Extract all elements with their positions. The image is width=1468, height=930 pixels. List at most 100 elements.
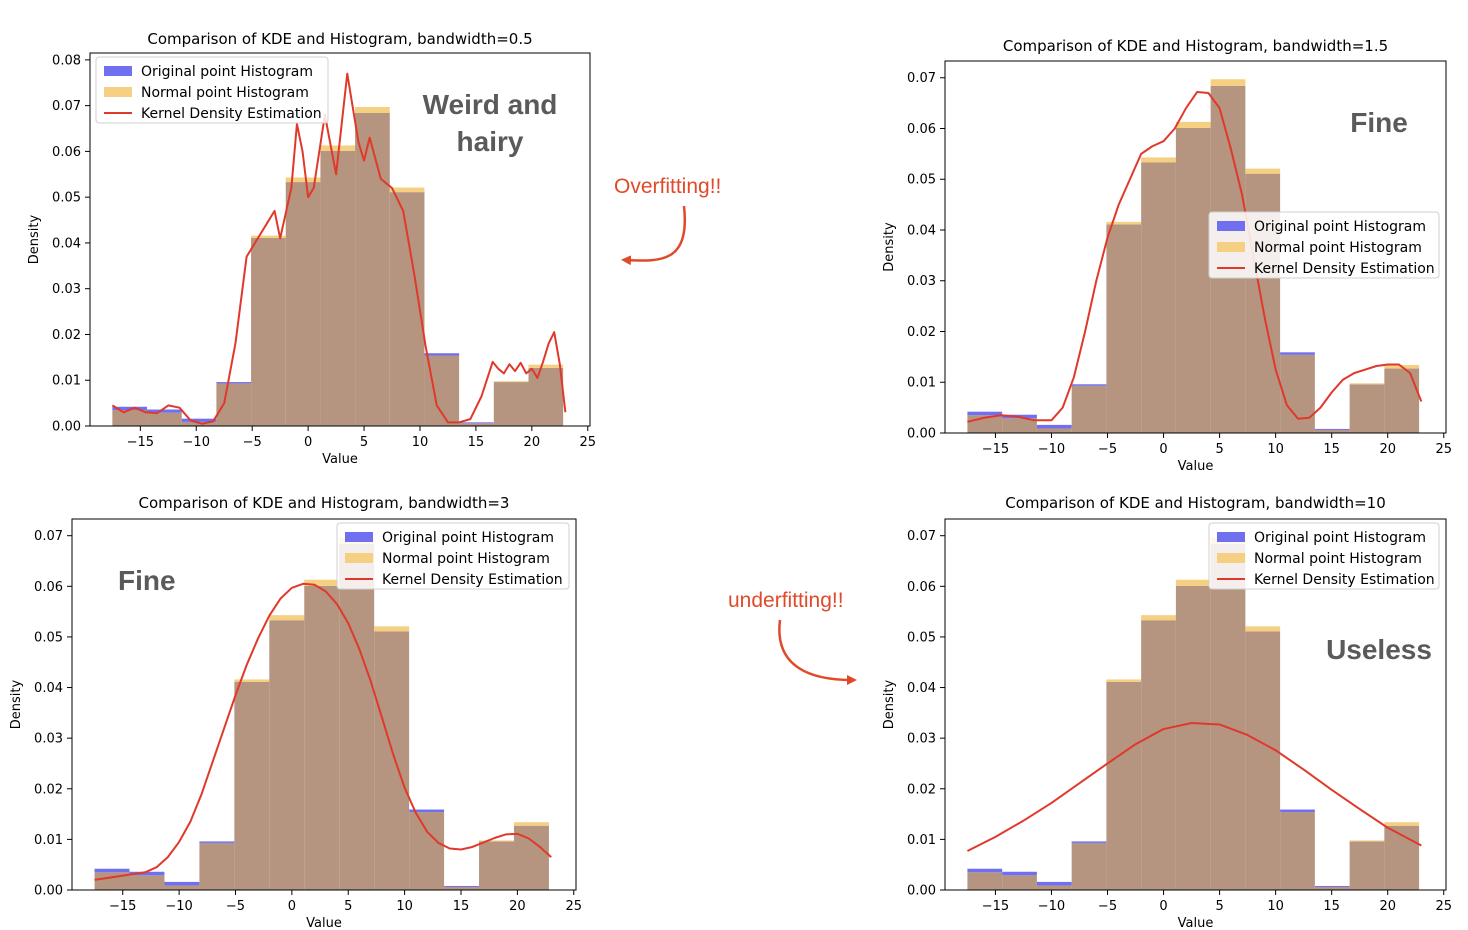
legend: Original point Histogram Normal point His… <box>336 522 570 590</box>
y-axis-label: Density <box>27 214 42 264</box>
legend: Original point Histogram Normal point His… <box>95 56 329 124</box>
legend-swatch <box>1217 221 1245 231</box>
legend-label: Kernel Density Estimation <box>1254 572 1435 588</box>
y-tick-label: 0.01 <box>907 833 936 848</box>
original-bar-excess <box>1280 352 1315 355</box>
legend-box <box>1208 522 1440 590</box>
overlap-bar <box>1314 886 1350 890</box>
note-text: hairy <box>457 126 524 157</box>
x-axis: −15 −10 −5 0 5 10 15 20 25 <box>982 433 1452 457</box>
y-tick-label: 0.04 <box>907 681 936 696</box>
y-tick-label: 0.08 <box>52 53 81 68</box>
overfitting-arrow-icon <box>621 205 687 266</box>
x-tick-label: 15 <box>468 435 485 450</box>
normal-bar-excess <box>285 177 321 183</box>
original-bar-excess <box>216 382 252 384</box>
overlap-bar <box>479 841 514 890</box>
y-tick-label: 0.04 <box>52 236 81 251</box>
plot-frame <box>944 518 1447 891</box>
chart-2: 0.00 0.01 0.02 0.03 0.04 0.05 0.06 0.07 −15 −10 −5… <box>882 37 1452 474</box>
original-bar-excess <box>1036 881 1072 886</box>
x-tick-label: 5 <box>1215 442 1223 457</box>
x-tick-label: 5 <box>360 435 368 450</box>
x-tick-label: 15 <box>453 899 470 914</box>
y-tick-label: 0.03 <box>907 274 936 289</box>
x-axis-label: Value <box>306 916 342 930</box>
chart-note: Fine <box>1350 107 1408 138</box>
x-tick-label: 10 <box>412 435 429 450</box>
normal-bar-excess <box>1175 579 1211 586</box>
legend-label: Kernel Density Estimation <box>1254 261 1435 277</box>
y-tick-label: 0.03 <box>907 732 936 747</box>
x-tick-label: 25 <box>565 899 582 914</box>
legend-box <box>336 522 570 590</box>
chart-note: Fine <box>118 565 176 596</box>
y-tick-label: 0.02 <box>34 782 63 797</box>
x-tick-label: 10 <box>396 899 413 914</box>
underfitting-annotation: underfitting!! <box>728 589 857 685</box>
normal-bar-excess <box>1175 121 1211 128</box>
x-tick-label: 20 <box>509 899 526 914</box>
y-tick-label: 0.05 <box>907 630 936 645</box>
normal-bar-excess <box>479 840 514 842</box>
plot-frame <box>71 518 577 891</box>
legend: Original point Histogram Normal point His… <box>1208 211 1440 279</box>
kde-line <box>111 72 567 425</box>
normal-bar-excess <box>355 107 390 113</box>
chart-note: Weird and hairy <box>423 89 558 157</box>
x-tick-label: −5 <box>226 899 245 914</box>
original-bar-excess <box>967 868 1003 873</box>
original-bar-excess <box>164 881 200 886</box>
overlap-bar <box>216 383 252 426</box>
kde-line <box>94 582 552 881</box>
y-tick-label: 0.00 <box>907 427 936 442</box>
overlap-bar <box>1384 368 1420 433</box>
normal-bar-excess <box>1245 626 1281 632</box>
overlap-bar <box>147 412 182 426</box>
y-tick-label: 0.07 <box>907 71 936 86</box>
chart-4: 0.00 0.01 0.02 0.03 0.04 0.05 0.06 0.07 −15 −10 −5… <box>882 494 1452 930</box>
x-axis-label: Value <box>1178 916 1214 930</box>
normal-bar-excess <box>251 235 286 238</box>
x-tick-label: −10 <box>1038 442 1065 457</box>
y-tick-label: 0.07 <box>907 529 936 544</box>
original-bar-excess <box>1314 885 1350 887</box>
y-tick-label: 0.01 <box>52 374 81 389</box>
legend-label: Original point Histogram <box>1254 530 1426 546</box>
overlap-bar <box>129 875 165 890</box>
overlap-bar <box>1002 418 1037 433</box>
x-tick-label: 10 <box>1267 442 1284 457</box>
original-bar-excess <box>424 353 460 356</box>
overlap-bar <box>1384 825 1420 890</box>
y-tick-label: 0.07 <box>34 529 63 544</box>
original-bar-excess <box>1071 384 1107 386</box>
overfitting-annotation: Overfitting!! <box>614 175 721 266</box>
overlap-bar <box>967 872 1003 890</box>
normal-bar-excess <box>374 626 410 632</box>
x-tick-label: 25 <box>579 435 596 450</box>
original-bar-excess <box>181 418 217 422</box>
y-tick-label: 0.00 <box>907 884 936 899</box>
x-axis-label: Value <box>1178 459 1214 474</box>
original-bar-excess <box>199 841 235 843</box>
original-bar-excess <box>1314 428 1350 430</box>
x-tick-label: 0 <box>1159 899 1167 914</box>
plot-frame <box>89 52 591 427</box>
y-tick-label: 0.06 <box>907 122 936 137</box>
overlap-bar <box>1071 385 1107 433</box>
original-bar-excess <box>1002 871 1037 876</box>
overlap-bar <box>251 237 286 426</box>
overlap-bar <box>339 543 375 890</box>
y-tick-label: 0.05 <box>52 191 81 206</box>
legend-swatch <box>345 553 373 563</box>
y-axis: 0.00 0.01 0.02 0.03 0.04 0.05 0.06 0.07 <box>907 71 945 442</box>
normal-bar-excess <box>1349 840 1385 842</box>
y-tick-label: 0.01 <box>907 376 936 391</box>
charts-layer: 0.000.010.020.030.040.050.060.070.08−15−… <box>9 30 1452 930</box>
note-text: Fine <box>1350 107 1408 138</box>
original-bar-excess <box>1071 841 1107 843</box>
legend-box <box>1208 211 1440 279</box>
x-tick-label: 25 <box>1435 899 1452 914</box>
y-tick-label: 0.02 <box>52 328 81 343</box>
